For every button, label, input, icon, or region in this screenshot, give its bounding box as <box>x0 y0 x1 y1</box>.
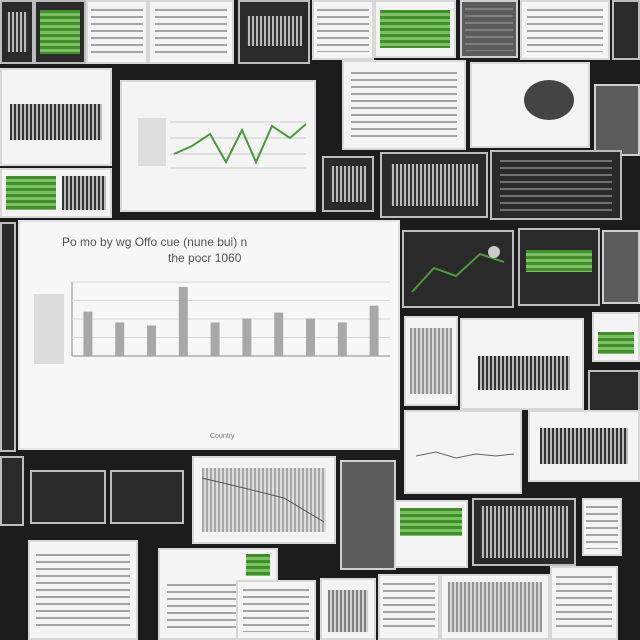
main-bar-chart: Po mo by wg Offo cue (nune bui) n the po… <box>18 220 400 450</box>
tile-mid-screen <box>322 156 374 212</box>
tile-photo-4 <box>440 574 550 640</box>
tile-bottom-left <box>0 456 24 526</box>
tile-doc-9 <box>378 574 440 640</box>
tile-top-right <box>520 0 610 60</box>
tile-doc-2 <box>148 0 234 64</box>
tile-bottom-2 <box>110 470 184 524</box>
tile-doc-7 <box>236 580 316 640</box>
x-axis-label: Country <box>210 433 235 440</box>
tile-doc-10 <box>550 566 618 640</box>
tile-green-bottom <box>394 500 468 568</box>
tile-bottom-1 <box>30 470 106 524</box>
tile-photo-3 <box>404 316 458 406</box>
tile-monitor-2 <box>528 410 640 482</box>
tile-doc-4 <box>342 60 466 150</box>
bar <box>274 312 284 356</box>
tile-green-sheet-2 <box>374 0 456 58</box>
tile-doc-1 <box>86 0 148 64</box>
tile-top-left <box>0 0 34 64</box>
bar <box>306 318 315 356</box>
tile-bottom-4 <box>472 498 576 566</box>
bar <box>178 286 188 356</box>
gridlines <box>72 281 390 338</box>
tile-left-green <box>0 168 112 218</box>
chart-title-line1: Po mo by wg Offo cue (nune bui) n <box>62 235 247 249</box>
tile-bar-light <box>460 318 584 410</box>
tile-photo-2 <box>594 84 640 156</box>
tile-doc-3 <box>312 0 374 60</box>
tile-bottom-5 <box>582 498 622 556</box>
tile-right-1 <box>602 230 640 304</box>
tile-left-strip <box>0 222 16 452</box>
tile-right-2 <box>588 370 640 412</box>
bar <box>147 325 156 356</box>
chart-legend-block <box>34 294 64 364</box>
tile-bottom-3 <box>340 460 396 570</box>
tile-top-mid <box>460 0 518 58</box>
tile-left-doc <box>0 68 112 166</box>
tile-photo-1 <box>470 62 590 148</box>
tile-monitor <box>380 152 488 218</box>
tile-line-chart <box>120 80 316 212</box>
tile-doc-8 <box>320 578 376 640</box>
tile-green-sheet-1 <box>34 0 86 64</box>
bar <box>242 318 252 356</box>
tile-scanlines <box>490 150 622 220</box>
tile-corner <box>612 0 640 60</box>
tile-dark-chart <box>402 230 514 308</box>
chart-title-line2: the pocr 1060 <box>168 251 242 265</box>
bar <box>337 322 347 356</box>
bar <box>369 305 379 356</box>
bar <box>83 311 93 356</box>
tile-bar-dark <box>518 228 600 306</box>
tile-green-photo <box>592 312 640 362</box>
bars <box>83 286 379 356</box>
tile-waveform <box>238 0 310 64</box>
tile-grid-chart <box>192 456 336 544</box>
tile-line-light <box>404 410 522 494</box>
tile-doc-5 <box>28 540 138 640</box>
bar <box>115 322 125 356</box>
bar <box>210 322 220 356</box>
